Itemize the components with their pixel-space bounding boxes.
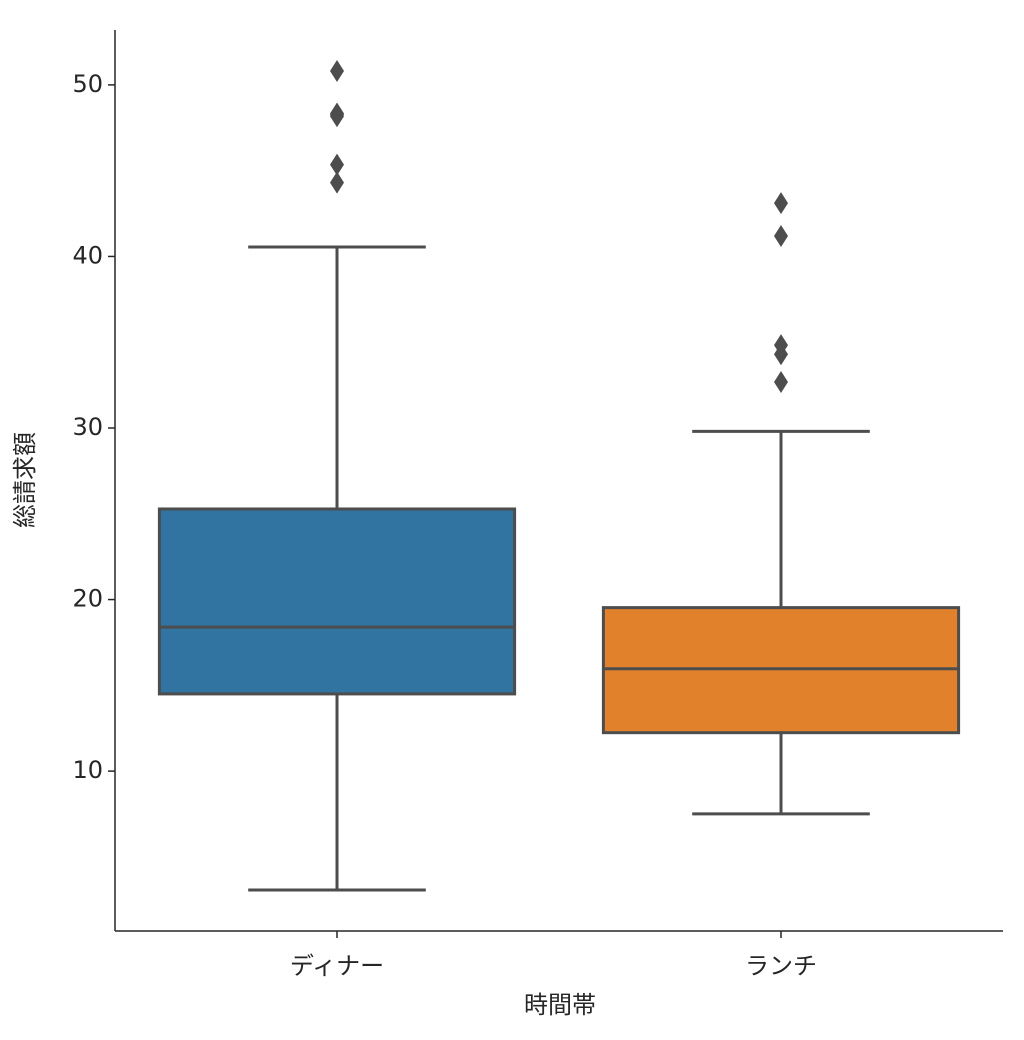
y-tick-label: 20 [72,585,103,613]
outlier [774,225,788,248]
box [157,507,517,696]
outlier [330,153,344,176]
x-tick-label: ランチ [745,952,817,980]
x-axis-label: 時間帯 [524,991,596,1019]
y-tick-label: 30 [72,413,103,441]
x-tick-label: ディナー [290,952,384,980]
outlier [330,60,344,83]
outlier [774,192,788,215]
outlier [330,171,344,194]
outlier [774,343,788,366]
y-tick-label: 50 [72,70,103,98]
outlier [330,105,344,128]
y-tick-label: 40 [72,241,103,269]
y-axis-label: 総請求額 [11,432,39,528]
outlier [774,371,788,394]
y-tick-label: 10 [72,756,103,784]
